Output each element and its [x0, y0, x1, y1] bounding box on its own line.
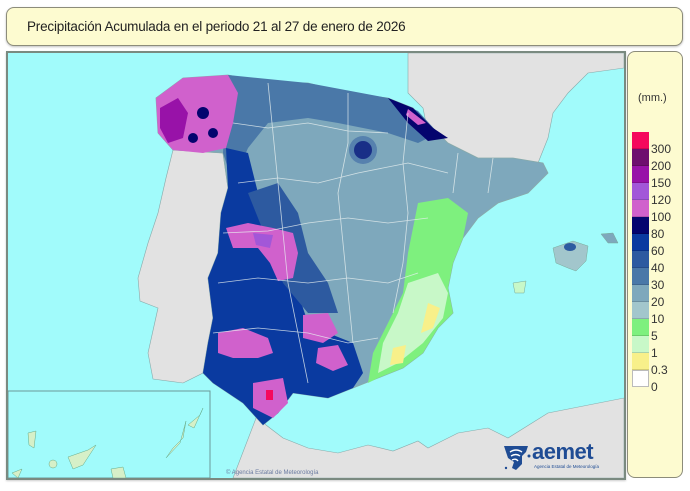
zone-0.3-east	[421, 303, 440, 333]
copyright-credit: © Agencia Estatal de Meteorología	[226, 470, 319, 476]
legend-labels: 300 200 150 120 100 80 60 40 30 20 10 5 …	[651, 141, 671, 396]
legend-label: 10	[651, 312, 665, 326]
swatch-80	[632, 217, 649, 234]
legend-label: 100	[651, 210, 672, 224]
title-box: Precipitación Acumulada en el periodo 21…	[6, 7, 683, 46]
swatch-0	[632, 370, 649, 387]
precipitation-map	[6, 51, 626, 480]
legend-label: 40	[651, 261, 665, 275]
legend-label: 120	[651, 193, 672, 207]
legend-label: 150	[651, 176, 672, 190]
province-borders	[212, 82, 494, 384]
zone-100-andalucia-jaen	[303, 313, 338, 343]
legend-label: 5	[651, 329, 658, 343]
africa-land	[232, 397, 624, 478]
legend-label: 60	[651, 244, 665, 258]
swatch-10	[632, 302, 649, 319]
legend-label: 200	[651, 159, 672, 173]
zone-100-andalucia-granada	[316, 345, 348, 371]
legend-label: 300	[651, 142, 672, 156]
logo-wordmark: aemet	[532, 439, 594, 464]
legend-box: (mm.) 300 200 150 120 100 80 60 40 30 20…	[627, 51, 683, 478]
mallorca	[552, 240, 589, 272]
canary-islands	[11, 407, 204, 478]
zone-100-andalucia-west	[218, 328, 273, 358]
logo-subtitle: Agencia Estatal de Meteorología	[534, 464, 600, 469]
swatch-150	[632, 166, 649, 183]
mallorca-heavy-rain	[564, 243, 576, 251]
aemet-logo: aemet Agencia Estatal de Meteorología	[502, 439, 612, 472]
aemet-logo-icon	[504, 446, 531, 470]
legend-label: 20	[651, 295, 665, 309]
swatch-100	[632, 200, 649, 217]
zone-300-malaga	[266, 390, 273, 400]
zone-100-extremadura	[226, 223, 298, 281]
map-title: Precipitación Acumulada en el periodo 21…	[27, 19, 406, 34]
legend-unit: (mm.)	[638, 92, 667, 104]
zone-0.3-murcia	[390, 345, 406, 365]
legend-label: 80	[651, 227, 665, 241]
swatch-40	[632, 251, 649, 268]
zone-40-north	[223, 75, 438, 183]
legend-label: 30	[651, 278, 665, 292]
zone-150-galicia	[160, 98, 188, 143]
map-svg	[8, 53, 624, 478]
legend-swatches	[632, 132, 649, 387]
swatch-1	[632, 336, 649, 353]
zone-100-pyrenees	[406, 109, 426, 125]
ibiza	[512, 280, 527, 294]
swatch-20	[632, 285, 649, 302]
swatch-300	[632, 132, 649, 149]
canarias-inset	[8, 390, 211, 478]
legend-label: 0	[651, 380, 658, 394]
legend-label: 1	[651, 346, 658, 360]
swatch-5	[632, 319, 649, 336]
swatch-30	[632, 268, 649, 285]
legend-label: 0.3	[651, 363, 668, 377]
swatch-60	[632, 234, 649, 251]
zone-120-extremadura	[253, 233, 273, 248]
swatch-200	[632, 149, 649, 166]
swatch-0.3	[632, 353, 649, 370]
menorca	[600, 232, 619, 244]
swatch-120	[632, 183, 649, 200]
